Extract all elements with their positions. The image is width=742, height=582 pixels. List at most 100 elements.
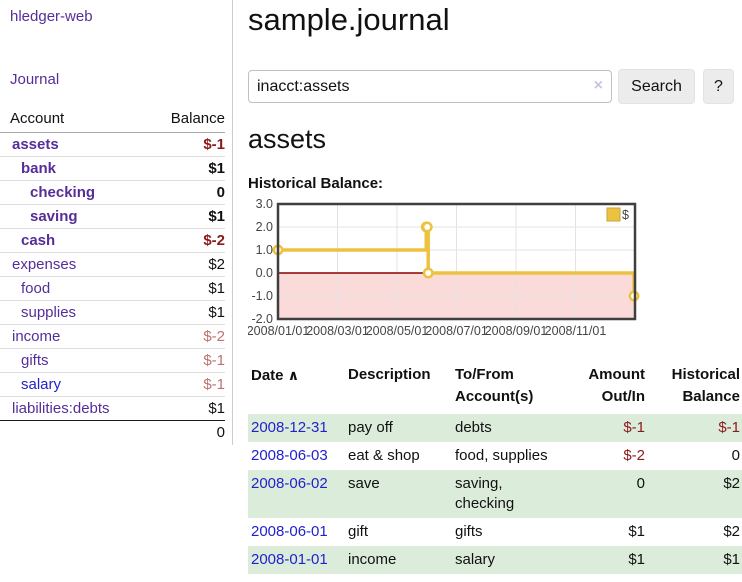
transaction-amount: 0	[570, 470, 647, 518]
transaction-balance: 0	[731, 447, 740, 464]
legend-swatch	[606, 207, 621, 222]
transaction-date-link[interactable]: 2008-06-02	[251, 475, 328, 492]
transaction-date-link[interactable]: 2008-06-01	[251, 523, 328, 540]
account-row-saving: saving $1	[0, 204, 225, 229]
account-link-liabilities-debts[interactable]: liabilities:debts	[12, 400, 110, 417]
amount-column-header: Amount Out/In	[588, 366, 645, 405]
accounts-total-row: 0	[0, 420, 225, 444]
account-link-income[interactable]: income	[12, 328, 61, 345]
search-bar: × Search ?	[248, 69, 742, 104]
svg-text:0.0: 0.0	[256, 266, 273, 280]
account-balance: $-1	[141, 372, 225, 397]
account-link-gifts[interactable]: gifts	[21, 352, 49, 369]
account-row-assets: assets $-1	[0, 133, 225, 157]
account-row-bank: bank $1	[0, 156, 225, 181]
register-row: 2008-06-03 eat & shop food, supplies $-2…	[248, 442, 742, 470]
transaction-description: eat & shop	[348, 447, 420, 464]
transaction-accounts: food, supplies	[455, 447, 548, 464]
transaction-amount: $1	[570, 546, 647, 574]
transaction-balance: $2	[723, 523, 740, 540]
account-link-expenses[interactable]: expenses	[12, 256, 77, 273]
account-balance: $-1	[203, 136, 225, 153]
account-link-supplies[interactable]: supplies	[21, 304, 77, 321]
transaction-description: pay off	[345, 414, 452, 442]
accounts-column-header: To/From Account(s)	[455, 366, 534, 405]
legend-label: $	[622, 208, 629, 222]
balance-column-header: Historical Balance	[671, 366, 740, 405]
account-balance: $2	[141, 252, 225, 277]
svg-text:2008/09/01: 2008/09/01	[485, 324, 548, 338]
account-balance: $1	[141, 300, 225, 325]
svg-text:-2.0: -2.0	[251, 312, 273, 326]
account-balance: $1	[141, 156, 225, 181]
register-header-row: Date ∧ Description To/From Account(s) Am…	[248, 362, 742, 414]
balance-column-header: Balance	[141, 106, 225, 133]
account-row-supplies: supplies $1	[0, 300, 225, 325]
transaction-description: save	[345, 470, 452, 518]
date-column-header[interactable]: Date ∧	[251, 367, 300, 384]
transaction-balance: $2	[647, 470, 742, 518]
account-balance: 0	[141, 180, 225, 205]
account-link-food[interactable]: food	[21, 280, 51, 297]
account-link-checking[interactable]: checking	[30, 184, 96, 201]
page-title: sample.journal	[248, 2, 450, 37]
account-row-salary: salary $-1	[0, 372, 225, 397]
account-link-saving[interactable]: saving	[30, 208, 78, 225]
register-row: 2008-06-02 save saving, checking 0 $2	[248, 470, 742, 518]
transaction-date-link[interactable]: 2008-01-01	[251, 551, 328, 568]
account-row-expenses: expenses $2	[0, 252, 225, 277]
svg-text:2008/03/01: 2008/03/01	[306, 324, 369, 338]
svg-text:2008/07/01: 2008/07/01	[425, 324, 488, 338]
svg-text:-1.0: -1.0	[251, 289, 273, 303]
accounts-total-value: 0	[141, 420, 225, 444]
sidebar-item-journal[interactable]: Journal	[10, 71, 60, 88]
transaction-accounts: debts	[452, 414, 570, 442]
account-balance: $1	[141, 276, 225, 301]
sidebar: hledger-web Journal Account Balance asse…	[0, 0, 233, 445]
account-link-bank[interactable]: bank	[21, 160, 57, 177]
register-row: 2008-01-01 income salary $1 $1	[248, 546, 742, 574]
account-link-cash[interactable]: cash	[21, 232, 56, 249]
search-input[interactable]	[248, 70, 612, 103]
register-row: 2008-12-31 pay off debts $-1 $-1	[248, 414, 742, 442]
transaction-date-link[interactable]: 2008-06-03	[251, 447, 328, 464]
transaction-description: gift	[348, 523, 369, 540]
transaction-amount: $-1	[570, 414, 647, 442]
transaction-accounts: salary	[452, 546, 570, 574]
register-row: 2008-06-01 gift gifts $1 $2	[248, 518, 742, 546]
transaction-accounts: gifts	[455, 523, 483, 540]
account-row-cash: cash $-2	[0, 228, 225, 253]
description-column-header: Description	[348, 366, 431, 383]
account-link-salary[interactable]: salary	[21, 376, 62, 393]
account-row-income: income $-2	[0, 324, 225, 349]
transaction-balance: $1	[647, 546, 742, 574]
transaction-date-link[interactable]: 2008-12-31	[251, 419, 328, 436]
account-balance: $1	[141, 396, 225, 421]
accounts-balance-table: Account Balance assets $-1 bank $1 check…	[0, 106, 225, 444]
svg-text:2.0: 2.0	[256, 220, 273, 234]
app-title-link[interactable]: hledger-web	[10, 8, 93, 25]
register-table: Date ∧ Description To/From Account(s) Am…	[248, 362, 742, 574]
svg-text:3.0: 3.0	[256, 199, 273, 211]
chart-title: Historical Balance:	[248, 175, 384, 192]
account-balance: $-1	[141, 348, 225, 373]
account-balance: $1	[141, 204, 225, 229]
svg-text:2008/05/01: 2008/05/01	[366, 324, 429, 338]
svg-text:2008/11/01: 2008/11/01	[545, 324, 607, 338]
main-content: sample.journal × Search ? assets Histori…	[247, 0, 742, 582]
transaction-description: income	[345, 546, 452, 574]
account-link-assets[interactable]: assets	[12, 136, 59, 153]
transaction-balance: $-1	[647, 414, 742, 442]
help-button[interactable]: ?	[703, 69, 734, 104]
account-row-liabilities-debts: liabilities:debts $1	[0, 396, 225, 421]
svg-text:1.0: 1.0	[256, 243, 273, 257]
account-row-food: food $1	[0, 276, 225, 301]
account-balance: $-2	[141, 324, 225, 349]
account-row-checking: checking 0	[0, 180, 225, 205]
search-box: ×	[248, 70, 612, 103]
account-column-header: Account	[0, 106, 142, 133]
clear-search-icon[interactable]: ×	[593, 77, 603, 94]
search-button[interactable]: Search	[618, 69, 695, 104]
account-balance: $-2	[141, 228, 225, 253]
historical-balance-chart[interactable]: 3.0 2.0 1.0 0.0 -1.0 -2.02008/01/012008/03/01…	[247, 197, 658, 341]
